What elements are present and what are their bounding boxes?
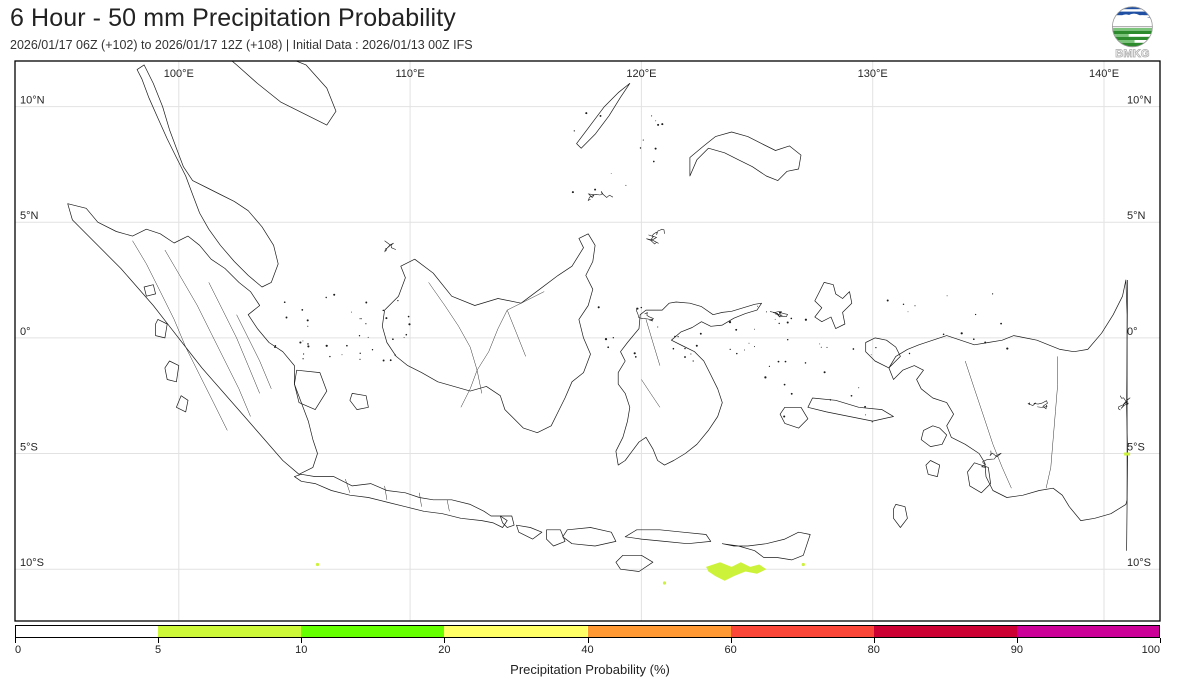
svg-text:5°N: 5°N [1127, 210, 1146, 222]
svg-text:120°E: 120°E [626, 68, 656, 80]
svg-text:100°E: 100°E [164, 68, 194, 80]
svg-text:130°E: 130°E [858, 68, 888, 80]
svg-text:5°S: 5°S [1127, 442, 1145, 454]
svg-text:140°E: 140°E [1089, 68, 1119, 80]
svg-text:10°S: 10°S [1127, 557, 1151, 569]
svg-text:110°E: 110°E [395, 68, 424, 80]
svg-text:10°N: 10°N [20, 95, 45, 107]
svg-text:0°: 0° [1127, 326, 1138, 338]
svg-text:5°N: 5°N [20, 210, 39, 222]
svg-text:10°N: 10°N [1127, 95, 1152, 107]
svg-text:10°S: 10°S [20, 557, 44, 569]
svg-text:0°: 0° [20, 326, 31, 338]
svg-text:BMKG: BMKG [1115, 48, 1149, 60]
svg-text:5°S: 5°S [20, 442, 38, 454]
